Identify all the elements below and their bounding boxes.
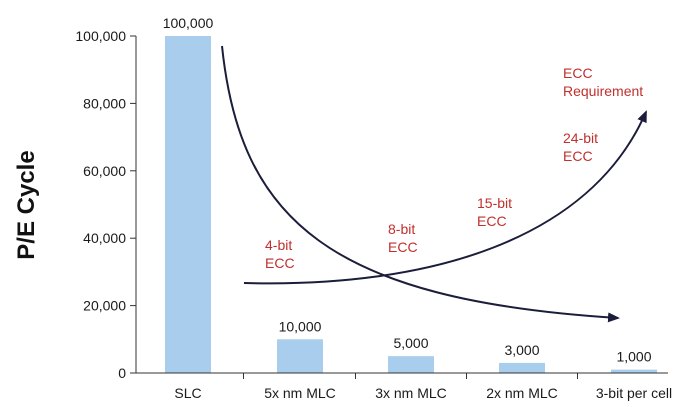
data-labels: 100,000 10,000 5,000 3,000 1,000 (163, 15, 652, 365)
ecc-annotation-line: ECC (563, 65, 593, 81)
bar-4 (611, 369, 657, 373)
bar-2 (388, 356, 434, 373)
ecc-annotation: 24-bit ECC (563, 130, 598, 164)
y-tick-label: 40,000 (83, 230, 126, 246)
y-tick-label: 100,000 (75, 28, 126, 44)
ecc-annotation-line: ECC (477, 213, 507, 229)
ecc-annotation: ECC Requirement (563, 65, 643, 99)
bar-series (165, 36, 657, 373)
ecc-annotation: 8-bit ECC (388, 221, 418, 255)
y-tick-label: 80,000 (83, 95, 126, 111)
data-label: 5,000 (393, 335, 428, 351)
bar-3 (499, 362, 545, 373)
ecc-annotation-line: 8-bit (388, 221, 415, 237)
data-label: 100,000 (163, 15, 214, 31)
y-tick-label: 60,000 (83, 163, 126, 179)
data-label: 10,000 (279, 318, 322, 334)
category-labels: SLC 5x nm MLC 3x nm MLC 2x nm MLC 3-bit per … (174, 373, 672, 401)
category-label: 3-bit per cell (596, 385, 672, 401)
ecc-annotation-line: 24-bit (563, 130, 598, 146)
y-axis-label: P/E Cycle (13, 150, 40, 259)
bar-1 (277, 339, 323, 373)
y-tick-label: 0 (118, 365, 126, 381)
ecc-annotation: 4-bit ECC (265, 237, 295, 271)
category-label: 3x nm MLC (375, 385, 447, 401)
decreasing-endurance-arrow (221, 45, 620, 323)
y-axis-ticks: 0 20,000 40,000 60,000 80,000 100,000 (75, 28, 136, 381)
ecc-annotation-line: 4-bit (265, 237, 292, 253)
ecc-annotation-line: ECC (563, 148, 593, 164)
data-label: 3,000 (504, 342, 539, 358)
y-tick-label: 20,000 (83, 298, 126, 314)
ecc-annotation-line: Requirement (563, 83, 643, 99)
category-label: 2x nm MLC (486, 385, 558, 401)
ecc-annotation-line: ECC (388, 239, 418, 255)
bar-0 (165, 36, 211, 373)
category-label: SLC (174, 385, 201, 401)
ecc-requirement-arrow (243, 110, 647, 285)
ecc-annotation-line: ECC (265, 255, 295, 271)
data-label: 1,000 (616, 349, 651, 365)
ecc-annotations: 4-bit ECC 8-bit ECC 15-bit ECC 24-bit ECC ECC Req… (265, 65, 643, 271)
ecc-annotation-line: 15-bit (477, 195, 512, 211)
category-label: 5x nm MLC (264, 385, 336, 401)
ecc-annotation: 15-bit ECC (477, 195, 512, 229)
